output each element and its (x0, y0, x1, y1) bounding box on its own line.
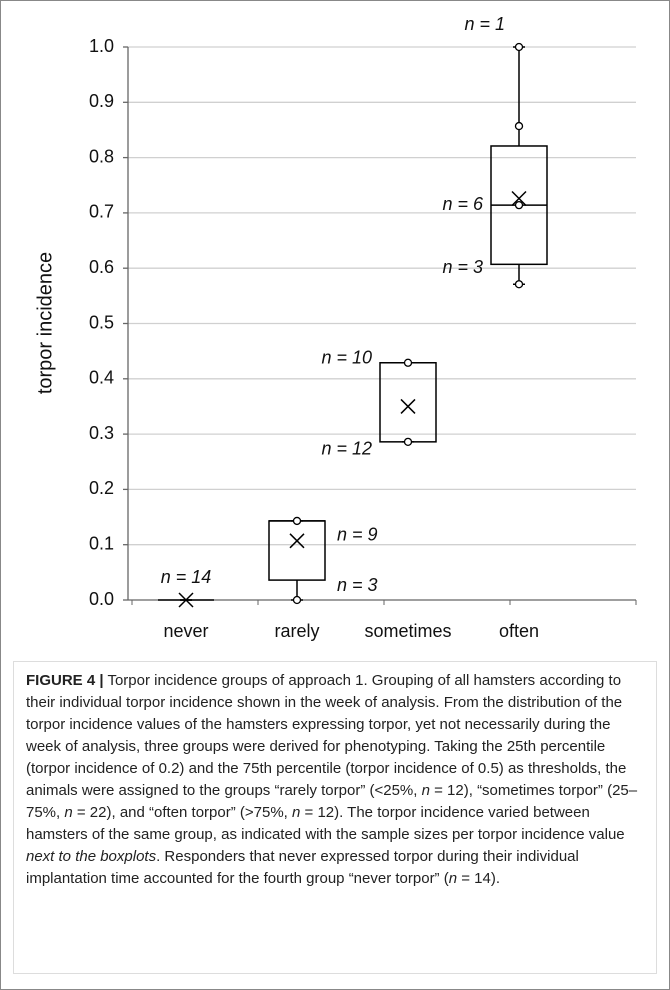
mean-marker (400, 398, 416, 414)
caption-text: n (421, 782, 430, 799)
x-tick-label: never (163, 621, 208, 641)
y-tick-label: 0.2 (89, 478, 114, 498)
x-tick-label: rarely (274, 621, 319, 641)
point (514, 201, 524, 210)
point (514, 42, 524, 52)
caption-text: . Responders that never expressed torpor… (26, 848, 579, 887)
y-tick-label: 0.3 (89, 423, 114, 443)
box (379, 362, 437, 443)
caption-text: next to the boxplots (26, 848, 157, 865)
x-tick-label: often (499, 621, 539, 641)
caption-text: = 22), and “often torpor” (>75%, (72, 804, 292, 821)
sample-size-label: n = 12 (321, 439, 372, 459)
caption-text: = 14). (457, 870, 501, 887)
y-tick-label: 0.1 (89, 533, 114, 553)
point (514, 280, 524, 289)
y-tick-label: 0.5 (89, 312, 114, 332)
point (514, 121, 524, 131)
sample-size-label: n = 6 (442, 194, 484, 214)
caption-text: FIGURE 4 | (26, 672, 104, 689)
mean-marker (178, 592, 194, 608)
y-tick-label: 0.6 (89, 257, 114, 277)
point (292, 595, 302, 605)
caption-text: n (448, 870, 458, 887)
caption-text: = 12). The torpor incidence varied betwe… (26, 804, 625, 843)
box (268, 520, 326, 581)
mean-marker (511, 190, 527, 207)
y-tick-label: 0.7 (89, 202, 114, 222)
y-tick-label: 0.4 (89, 368, 114, 388)
caption-text: Torpor incidence groups of approach 1. G… (26, 672, 627, 799)
sample-size-label: n = 1 (464, 14, 505, 34)
point (292, 516, 302, 526)
y-tick-label: 0.8 (89, 146, 114, 166)
y-tick-label: 1.0 (89, 36, 114, 56)
sample-size-label: n = 14 (161, 567, 212, 587)
caption-text: n (292, 804, 301, 821)
caption: FIGURE 4 | Torpor incidence groups of ap… (13, 661, 657, 974)
caption-text: n (64, 804, 73, 821)
y-tick-label: 0.0 (89, 589, 114, 609)
y-tick-label: 0.9 (89, 91, 114, 111)
caption-text: = 12), “sometimes torpor” (25–75%, (26, 782, 638, 821)
mean-marker (289, 533, 305, 549)
point (403, 358, 413, 367)
sample-size-label: n = 9 (337, 525, 378, 545)
chart: torpor incidence 0.0 0.1 0.2 0.3 0.4 0.5 0.6 0.… (34, 14, 637, 641)
y-axis-label: torpor incidence (34, 252, 56, 394)
x-tick-label: sometimes (364, 621, 451, 641)
sample-size-label: n = 3 (337, 575, 378, 595)
point (403, 437, 413, 446)
sample-size-label: n = 3 (442, 257, 483, 277)
sample-size-label: n = 10 (321, 348, 372, 368)
